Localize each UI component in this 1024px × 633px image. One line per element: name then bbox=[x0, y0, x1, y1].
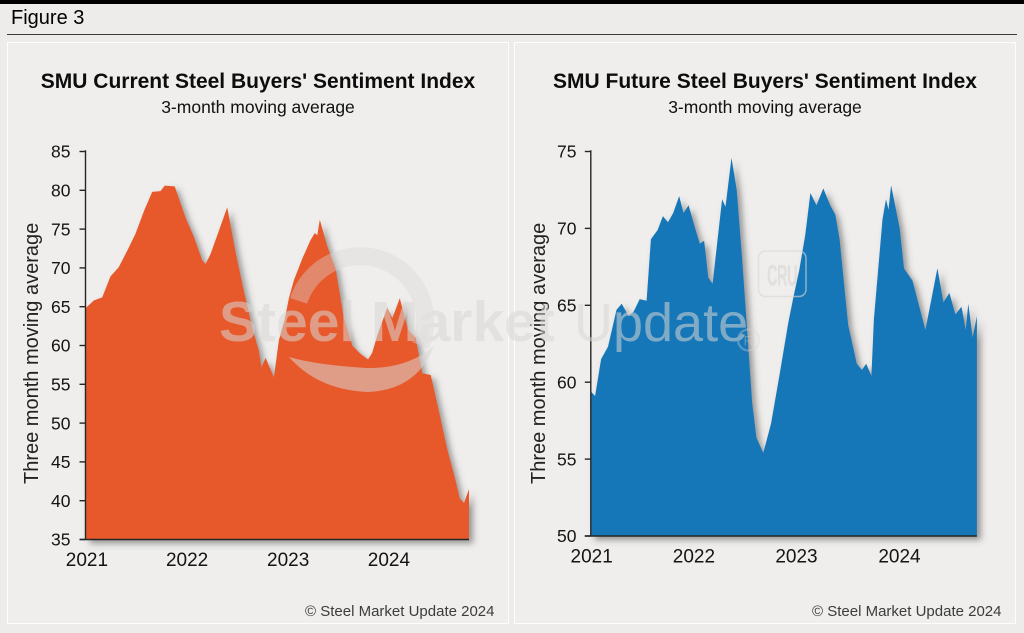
svg-text:75: 75 bbox=[557, 142, 576, 162]
svg-text:2021: 2021 bbox=[66, 550, 108, 571]
svg-text:50: 50 bbox=[51, 413, 71, 433]
svg-text:35: 35 bbox=[51, 530, 70, 550]
svg-text:60: 60 bbox=[51, 336, 71, 356]
svg-text:40: 40 bbox=[51, 491, 71, 511]
svg-text:85: 85 bbox=[51, 142, 70, 162]
svg-text:2021: 2021 bbox=[571, 547, 613, 568]
svg-text:2022: 2022 bbox=[673, 547, 715, 568]
svg-text:60: 60 bbox=[557, 372, 577, 392]
svg-text:2023: 2023 bbox=[267, 550, 309, 571]
svg-text:55: 55 bbox=[51, 375, 70, 395]
svg-text:2022: 2022 bbox=[166, 550, 208, 571]
svg-text:CRU: CRU bbox=[767, 260, 797, 293]
svg-text:55: 55 bbox=[557, 449, 576, 469]
svg-text:Steel Market: Steel Market bbox=[219, 290, 555, 354]
svg-text:80: 80 bbox=[51, 181, 71, 201]
svg-text:65: 65 bbox=[51, 297, 70, 317]
svg-text:R: R bbox=[743, 333, 753, 349]
svg-text:Update: Update bbox=[574, 293, 748, 353]
svg-text:45: 45 bbox=[51, 452, 70, 472]
svg-text:2024: 2024 bbox=[368, 550, 411, 571]
svg-text:75: 75 bbox=[51, 219, 70, 239]
svg-text:2024: 2024 bbox=[878, 547, 921, 568]
svg-text:70: 70 bbox=[51, 258, 71, 278]
svg-text:2023: 2023 bbox=[775, 547, 817, 568]
svg-text:70: 70 bbox=[557, 219, 577, 239]
svg-text:50: 50 bbox=[557, 526, 577, 546]
svg-text:65: 65 bbox=[557, 296, 576, 316]
